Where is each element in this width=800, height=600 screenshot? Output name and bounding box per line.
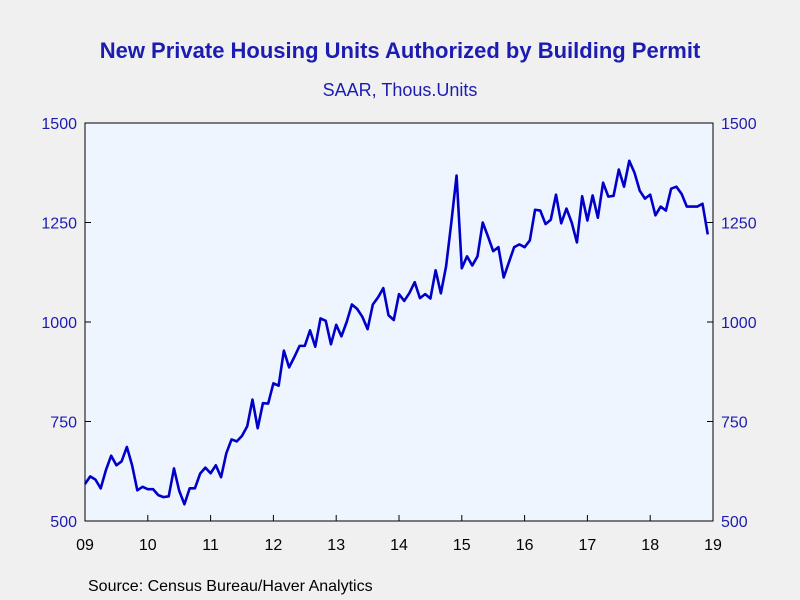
x-axis: 09 10 11 12 13 14 15 16 17 18 19 (76, 515, 722, 554)
y-tick-label-right: 1000 (721, 315, 757, 332)
plot-area (84, 122, 714, 522)
x-tick-label: 17 (579, 537, 597, 554)
y-tick-label-right: 500 (721, 514, 748, 531)
y-axis-left: 500 750 1000 1250 1500 (41, 116, 91, 531)
y-tick-label-right: 1250 (721, 216, 757, 233)
y-tick-label-left: 750 (50, 415, 77, 432)
chart-title: New Private Housing Units Authorized by … (99, 38, 701, 63)
source-note: Source: Census Bureau/Haver Analytics (88, 578, 373, 595)
x-tick-label: 12 (265, 537, 283, 554)
x-tick-label: 18 (641, 537, 659, 554)
y-tick-label-left: 500 (50, 514, 77, 531)
y-tick-label-left: 1500 (41, 116, 77, 133)
series-line (83, 159, 710, 506)
y-tick-label-right: 750 (721, 415, 748, 432)
y-tick-label-left: 1000 (41, 315, 77, 332)
y-axis-right: 500 750 1000 1250 1500 (707, 116, 757, 531)
chart-subtitle: SAAR, Thous.Units (322, 80, 478, 100)
x-tick-label: 16 (516, 537, 534, 554)
x-tick-label: 19 (704, 537, 722, 554)
x-tick-label: 09 (76, 537, 94, 554)
y-tick-label-right: 1500 (721, 116, 757, 133)
x-tick-label: 10 (139, 537, 157, 554)
y-tick-label-left: 1250 (41, 216, 77, 233)
x-tick-label: 13 (327, 537, 345, 554)
x-tick-label: 14 (390, 537, 408, 554)
x-tick-label: 15 (453, 537, 471, 554)
x-tick-label: 11 (202, 537, 219, 554)
